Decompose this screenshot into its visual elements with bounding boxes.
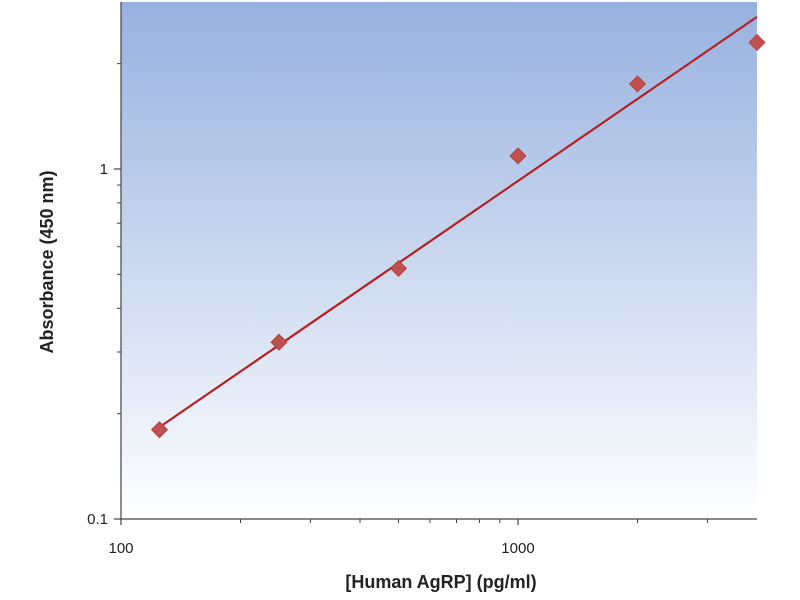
data-point xyxy=(748,33,766,51)
plot-area xyxy=(121,2,757,519)
y-tick-label: 1 xyxy=(100,161,108,178)
data-point xyxy=(628,75,647,93)
y-tick-label: 0.1 xyxy=(87,511,108,528)
data-point xyxy=(150,421,169,439)
data-point xyxy=(389,259,408,277)
x-axis-title: [Human AgRP] (pg/ml) xyxy=(345,572,536,592)
data-point xyxy=(509,147,527,165)
x-tick-label: 1000 xyxy=(501,540,534,557)
data-point xyxy=(270,333,288,351)
data-points xyxy=(150,33,766,439)
fit-line xyxy=(158,15,758,429)
tick-labels: 100 1000 0.1 1 xyxy=(87,161,535,557)
fit-line-layer xyxy=(158,15,758,429)
y-axis-title: Absorbance (450 nm) xyxy=(37,170,57,353)
x-tick-label: 100 xyxy=(108,540,133,557)
axis-ticks xyxy=(114,63,708,525)
